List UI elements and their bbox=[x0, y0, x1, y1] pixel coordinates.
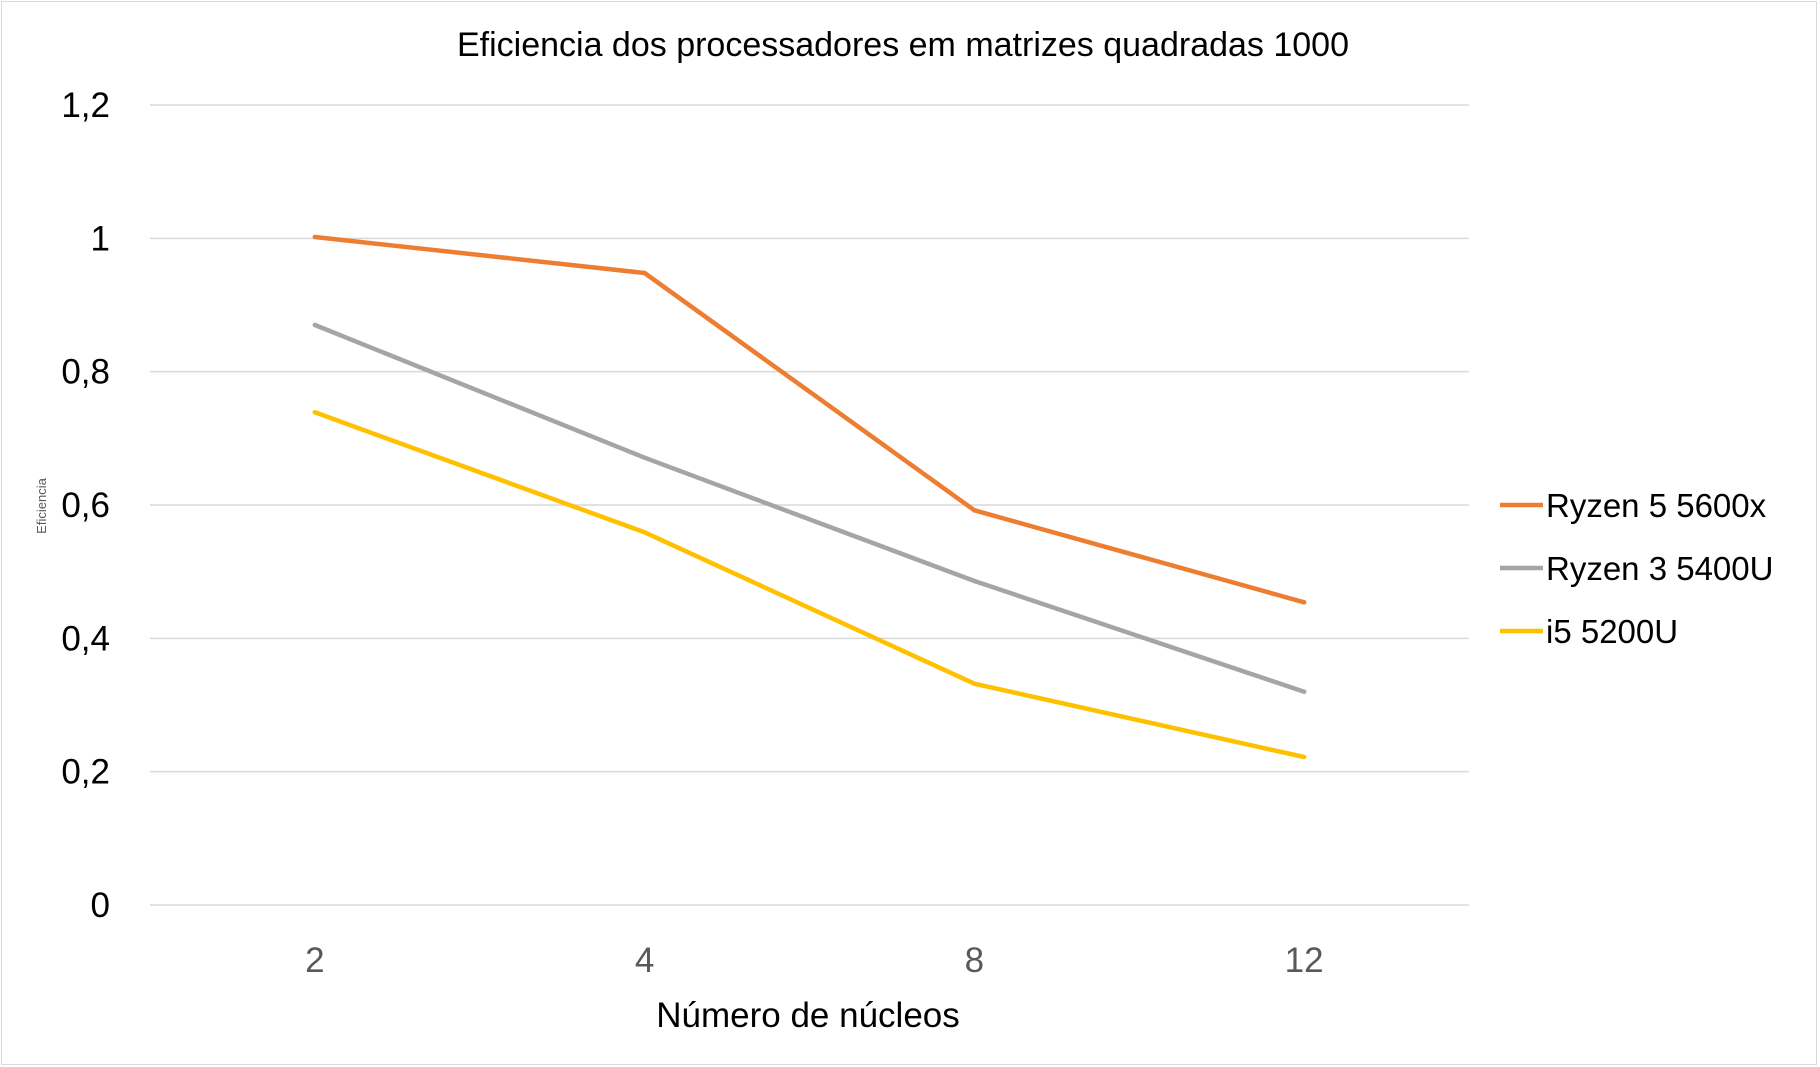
x-tick-label: 2 bbox=[305, 941, 324, 980]
legend-label: i5 5200U bbox=[1546, 613, 1678, 650]
y-tick-label: 0 bbox=[91, 886, 110, 925]
y-tick-label: 0,2 bbox=[61, 753, 110, 792]
data-point bbox=[1301, 600, 1307, 605]
data-point bbox=[642, 455, 647, 460]
series-line-2 bbox=[312, 410, 1307, 760]
gridlines bbox=[150, 104, 1469, 906]
y-tick-label: 1,2 bbox=[61, 86, 110, 125]
x-tick-label: 4 bbox=[635, 941, 654, 980]
data-point bbox=[972, 681, 977, 686]
y-axis-label: Eficiencia bbox=[34, 477, 49, 533]
x-axis-label: Número de núcleos bbox=[656, 996, 960, 1035]
y-tick-label: 1 bbox=[91, 219, 110, 258]
legend-label: Ryzen 3 5400U bbox=[1546, 550, 1773, 587]
y-tick-labels: 0 0,2 0,4 0,6 0,8 1 1,2 bbox=[61, 86, 110, 925]
y-tick-label: 0,8 bbox=[61, 353, 110, 392]
data-point bbox=[312, 410, 318, 415]
data-point bbox=[972, 508, 977, 513]
series-lines bbox=[312, 234, 1307, 760]
data-point bbox=[972, 578, 977, 584]
data-point bbox=[642, 270, 647, 276]
data-point bbox=[1301, 754, 1307, 760]
series-line-1 bbox=[312, 322, 1307, 694]
data-point bbox=[642, 530, 647, 535]
legend: Ryzen 5 5600x Ryzen 3 5400U i5 5200U bbox=[1500, 487, 1773, 650]
data-point bbox=[312, 322, 318, 328]
data-point bbox=[312, 234, 318, 240]
chart-title: Eficiencia dos processadores em matrizes… bbox=[457, 26, 1349, 64]
x-tick-label: 12 bbox=[1285, 941, 1324, 980]
y-tick-label: 0,6 bbox=[61, 486, 110, 525]
x-tick-labels: 2 4 8 12 bbox=[305, 941, 1323, 980]
legend-label: Ryzen 5 5600x bbox=[1546, 487, 1767, 524]
series-line-0 bbox=[312, 234, 1307, 605]
y-tick-label: 0,4 bbox=[61, 619, 110, 658]
x-tick-label: 8 bbox=[965, 941, 984, 980]
data-point bbox=[1301, 689, 1307, 694]
